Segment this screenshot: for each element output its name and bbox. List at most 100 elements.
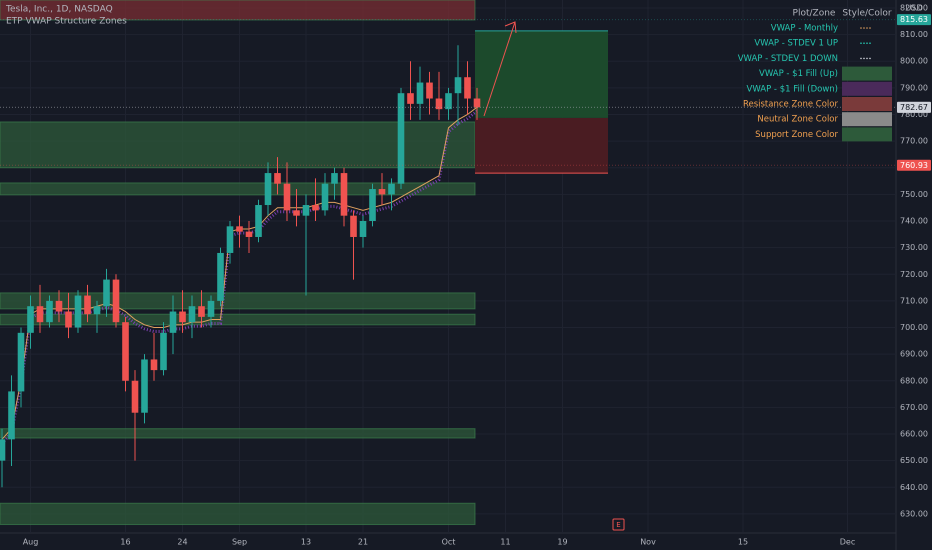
table-dot [863, 27, 865, 29]
table-dot [866, 42, 868, 44]
candle-body [179, 311, 186, 323]
candle-body [350, 215, 357, 237]
candle-body [397, 93, 405, 184]
candle-body [416, 82, 424, 104]
candle-body [131, 380, 139, 413]
x-tick-label: 15 [738, 538, 748, 547]
y-tick-label: 780.00 [900, 110, 928, 119]
price-label-bg [897, 14, 931, 26]
candle-body [407, 93, 414, 104]
candle-body [65, 311, 72, 328]
chart-subtitle: ETP VWAP Structure Zones [6, 17, 127, 27]
x-tick-label: Nov [640, 538, 656, 547]
table-dot [863, 57, 865, 60]
table-row-name: VWAP - $1 Fill (Up) [759, 69, 838, 79]
table-dot [860, 57, 862, 60]
candle-body [274, 173, 281, 184]
candle-body [8, 391, 15, 440]
y-tick-label: 810.00 [900, 30, 928, 39]
zone [0, 0, 476, 21]
y-tick-label: 670.00 [900, 403, 928, 412]
candle-body [359, 221, 367, 237]
table-row-name: VWAP - STDEV 1 DOWN [738, 54, 838, 64]
candle-body [464, 77, 471, 99]
event-marker: E [616, 521, 620, 529]
price-label-bg [897, 159, 931, 171]
table-header: Style/Color [842, 9, 891, 19]
x-tick-label: 16 [120, 538, 130, 547]
candle-body [36, 306, 44, 323]
candle-body [264, 173, 272, 206]
table-swatch [842, 66, 892, 81]
y-tick-label: 820.00 [900, 3, 928, 12]
candle-body [217, 252, 224, 301]
candle-body [245, 231, 253, 237]
trend-arrow [483, 21, 517, 117]
candle-body [454, 77, 462, 94]
table-swatch [842, 97, 892, 111]
x-tick-label: 19 [557, 538, 567, 547]
x-tick-label: 13 [301, 538, 311, 547]
x-tick-label: 11 [500, 538, 510, 547]
candle-body [473, 98, 481, 108]
x-tick-label: Aug [23, 538, 39, 547]
candle-body [321, 183, 329, 211]
price-label: 760.93 [900, 161, 928, 170]
candle-body [122, 322, 129, 381]
table-dot [866, 57, 868, 60]
zone [0, 313, 476, 326]
table-dot [863, 42, 865, 44]
y-tick-label: 720.00 [900, 270, 928, 279]
price-label-bg [897, 101, 931, 113]
candle-body [369, 189, 376, 222]
candle-body [236, 226, 243, 232]
candle-body [188, 306, 196, 323]
target-zone [475, 30, 608, 118]
table-dot [869, 27, 871, 29]
currency: USD [905, 4, 922, 13]
y-tick-label: 680.00 [900, 376, 928, 385]
candle-body [17, 332, 25, 392]
y-tick-label: 770.00 [900, 137, 928, 146]
y-tick-label: 790.00 [900, 83, 928, 92]
candle-body [207, 300, 215, 317]
y-tick-label: 730.00 [900, 243, 928, 252]
y-tick-label: 750.00 [900, 190, 928, 199]
table-row-name: VWAP - STDEV 1 UP [754, 39, 838, 49]
candle-body [150, 359, 158, 371]
table-dot [869, 57, 871, 60]
candle-body [388, 183, 395, 195]
table-dot [860, 27, 862, 29]
table-dot [860, 42, 862, 44]
table-dot [866, 27, 868, 29]
zone [0, 182, 476, 196]
candle-body [74, 295, 82, 328]
y-tick-label: 650.00 [900, 456, 928, 465]
candle-body [331, 173, 338, 184]
zone [0, 428, 476, 439]
zone [0, 292, 476, 310]
table-swatch [842, 112, 892, 127]
candle-body [27, 306, 34, 333]
candle-body [445, 93, 452, 110]
candle-body [226, 226, 234, 253]
table-swatch [842, 127, 892, 142]
candle-body [160, 332, 167, 371]
x-tick-label: 21 [358, 538, 368, 547]
candle-body [55, 300, 63, 312]
table-header: Plot/Zone [793, 9, 836, 19]
y-tick-label: 660.00 [900, 430, 928, 439]
table-row-name: Resistance Zone Color [743, 100, 839, 110]
y-tick-label: 800.00 [900, 57, 928, 66]
y-tick-label: 640.00 [900, 483, 928, 492]
x-tick-label: Sep [232, 538, 247, 547]
candle-body [112, 279, 120, 323]
candle-body [255, 205, 262, 237]
y-tick-label: 630.00 [900, 509, 928, 518]
candle-body [378, 189, 386, 195]
table-dot [869, 42, 871, 44]
candle-body [198, 306, 205, 317]
table-row-name: Support Zone Color [755, 130, 838, 140]
event-marker-box [612, 518, 625, 531]
